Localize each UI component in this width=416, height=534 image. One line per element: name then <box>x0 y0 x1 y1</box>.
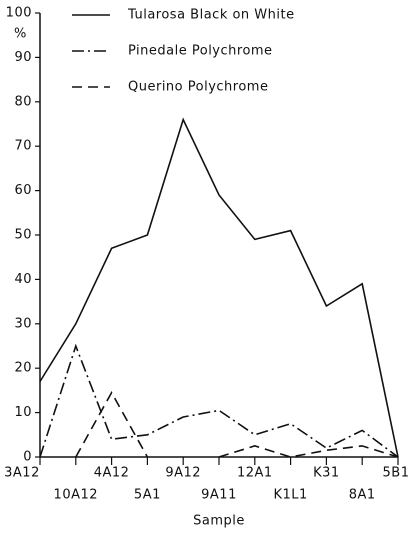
x-axis-label: Sample <box>193 514 245 529</box>
x-tick-label: 4A12 <box>94 466 130 481</box>
x-tick-label: 3A12 <box>4 466 40 481</box>
y-tick-label: 40 <box>14 272 32 287</box>
x-tick-label: 10A12 <box>54 488 98 503</box>
y-axis-label: % <box>14 27 27 42</box>
legend-label: Pinedale Polychrome <box>128 44 273 59</box>
x-tick-label: K31 <box>313 466 340 481</box>
y-tick-label: 50 <box>14 228 32 243</box>
x-tick-label: 12A1 <box>237 466 273 481</box>
y-tick-label: 100 <box>6 6 32 21</box>
x-tick-label: 9A11 <box>201 488 237 503</box>
legend-label: Tularosa Black on White <box>127 8 295 23</box>
x-tick-label: 9A12 <box>165 466 201 481</box>
y-tick-label: 20 <box>14 361 32 376</box>
y-tick-label: 70 <box>14 139 32 154</box>
x-tick-label: K1L1 <box>273 488 307 503</box>
x-tick-label: 5B1 <box>383 466 410 481</box>
series-line <box>39 343 399 458</box>
y-tick-label: 60 <box>14 183 32 198</box>
y-tick-label: 0 <box>23 450 32 465</box>
x-tick-label: 5A1 <box>134 488 161 503</box>
y-tick-label: 90 <box>14 50 32 65</box>
series-line <box>39 117 399 458</box>
y-tick-label: 10 <box>14 405 32 420</box>
legend-label: Querino Polychrome <box>128 80 268 95</box>
y-tick-label: 30 <box>14 316 32 331</box>
series-line <box>75 390 399 458</box>
y-tick-label: 80 <box>14 94 32 109</box>
x-tick-label: 8A1 <box>349 488 376 503</box>
